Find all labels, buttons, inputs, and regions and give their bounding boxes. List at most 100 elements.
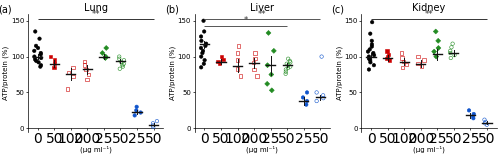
Point [200, 59, 208, 61]
X-axis label: (μg ml⁻¹): (μg ml⁻¹) [413, 146, 445, 153]
Point [36, 65, 44, 68]
Text: (b): (b) [164, 4, 178, 14]
Y-axis label: ATP/protein (%): ATP/protein (%) [3, 46, 10, 100]
Point [386, 59, 394, 61]
Point [384, 53, 392, 56]
Point [50, 63, 58, 65]
Point [365, 58, 373, 60]
Point [364, 50, 372, 53]
Point [132, 106, 140, 108]
Point [64, 88, 72, 90]
Point [446, 52, 454, 54]
Point [302, 103, 310, 106]
Point [200, 20, 207, 22]
Point [132, 109, 140, 112]
Point [197, 66, 205, 69]
Point [34, 47, 42, 49]
Point [482, 121, 490, 123]
Point [236, 75, 244, 77]
Point [319, 94, 327, 97]
Point [198, 52, 206, 54]
Point [69, 75, 77, 78]
Title: Liver: Liver [250, 3, 274, 13]
Point [234, 52, 241, 54]
Point [200, 63, 208, 65]
Text: (a): (a) [0, 4, 12, 14]
Point [368, 21, 376, 23]
Point [448, 46, 456, 49]
Text: **: ** [258, 10, 266, 19]
Point [36, 53, 44, 56]
Point [430, 50, 438, 53]
Point [153, 120, 161, 122]
Title: Lung: Lung [84, 3, 108, 13]
Point [398, 57, 406, 59]
Point [32, 45, 40, 47]
Point [50, 66, 58, 69]
Point [64, 71, 72, 74]
Point [420, 59, 428, 61]
Point [370, 64, 378, 66]
Point [384, 55, 392, 58]
Point [234, 59, 241, 61]
Point [118, 64, 126, 66]
Point [303, 100, 311, 102]
Point [233, 68, 241, 70]
Point [219, 58, 227, 61]
Point [370, 52, 378, 54]
Point [234, 45, 242, 47]
Point [136, 111, 144, 114]
Point [284, 58, 292, 60]
Point [31, 58, 39, 61]
Point [46, 55, 54, 58]
Point [284, 67, 292, 69]
Point [50, 59, 58, 61]
Point [200, 30, 208, 33]
Point [268, 89, 276, 92]
Point [118, 61, 126, 64]
Point [448, 42, 456, 45]
Point [366, 61, 374, 64]
Point [282, 73, 290, 75]
Point [198, 40, 205, 42]
Point [250, 61, 258, 64]
Point [432, 30, 440, 33]
Point [197, 47, 205, 49]
Point [150, 126, 158, 128]
Point [465, 109, 473, 112]
Point [197, 35, 205, 38]
Point [253, 75, 261, 77]
Point [434, 47, 442, 49]
Point [216, 63, 224, 65]
Point [366, 59, 374, 61]
Point [469, 115, 477, 117]
Point [414, 63, 422, 65]
Point [264, 32, 272, 34]
Point [402, 63, 410, 66]
Point [268, 73, 276, 76]
Text: (c): (c) [332, 4, 344, 14]
Point [370, 54, 378, 56]
Point [251, 52, 259, 54]
Point [120, 63, 128, 65]
Point [263, 83, 271, 85]
Point [312, 100, 320, 102]
Point [365, 68, 373, 71]
Point [470, 113, 478, 115]
Point [286, 60, 294, 62]
X-axis label: (μg ml⁻¹): (μg ml⁻¹) [80, 146, 112, 153]
Point [98, 52, 106, 54]
Point [30, 55, 38, 58]
Point [286, 65, 294, 68]
Point [116, 68, 124, 70]
Point [34, 61, 42, 64]
Point [202, 42, 210, 45]
Point [264, 64, 272, 66]
Point [368, 40, 376, 42]
Point [434, 40, 442, 42]
Point [116, 58, 124, 60]
Title: Kidney: Kidney [412, 3, 446, 13]
Point [251, 58, 259, 60]
Point [82, 68, 90, 71]
Point [470, 117, 478, 119]
